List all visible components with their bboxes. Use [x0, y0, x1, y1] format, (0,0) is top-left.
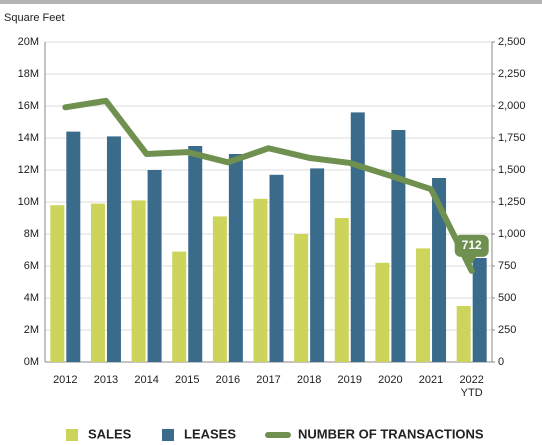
y2-tick-label: 2,000	[498, 100, 526, 112]
bar	[416, 248, 431, 362]
x-tick-label: 2013	[94, 374, 118, 386]
bar	[472, 258, 487, 362]
top-bar	[0, 0, 542, 4]
legend-swatch	[66, 429, 78, 441]
bar	[172, 251, 187, 362]
legend-label: LEASES	[184, 426, 236, 441]
data-label: 712	[462, 238, 482, 252]
y-tick-label: 6M	[24, 260, 39, 272]
y2-tick-label: 250	[498, 324, 516, 336]
bar	[375, 262, 390, 362]
data-label-pointer	[466, 255, 477, 264]
y-tick-label: 4M	[24, 292, 39, 304]
y-tick-label: 16M	[18, 100, 39, 112]
y-axis-label: Square Feet	[4, 12, 65, 24]
bar	[391, 130, 406, 362]
x-tick-label: 2017	[256, 374, 280, 386]
bar	[188, 146, 203, 362]
y-tick-label: 8M	[24, 228, 39, 240]
bar	[334, 218, 349, 362]
y2-tick-label: 500	[498, 292, 516, 304]
legend-label: NUMBER OF TRANSACTIONS	[298, 426, 484, 441]
bar	[269, 174, 284, 362]
y2-tick-label: 0	[498, 356, 504, 368]
bar	[66, 131, 81, 362]
bar	[350, 112, 365, 363]
bar	[456, 306, 471, 362]
y-tick-label: 14M	[18, 132, 39, 144]
y-tick-label: 0M	[24, 356, 39, 368]
legend-label: SALES	[88, 426, 132, 441]
x-tick-label: 2012	[53, 374, 77, 386]
x-tick-label: 2022 YTD	[459, 374, 483, 399]
bar	[90, 203, 105, 362]
y2-tick-label: 2,250	[498, 68, 526, 80]
bar	[131, 200, 146, 362]
bar	[432, 178, 447, 362]
data-label-box	[454, 234, 489, 257]
y-tick-label: 12M	[18, 164, 39, 176]
bar	[310, 168, 325, 362]
y2-tick-label: 750	[498, 260, 516, 272]
x-tick-label: 2019	[338, 374, 362, 386]
bar	[50, 205, 65, 362]
line	[62, 97, 475, 274]
y-tick-label: 20M	[18, 36, 39, 48]
y2-tick-label: 1,250	[498, 196, 526, 208]
bar	[294, 234, 309, 362]
y2-tick-label: 2,500	[498, 36, 526, 48]
y-tick-label: 18M	[18, 68, 39, 80]
bar	[147, 170, 162, 362]
y-tick-label: 2M	[24, 324, 39, 336]
bar	[212, 216, 227, 362]
bar	[106, 136, 121, 362]
legend-swatch	[162, 429, 174, 441]
x-tick-label: 2016	[216, 374, 240, 386]
y2-tick-label: 1,000	[498, 228, 526, 240]
bar	[253, 198, 268, 362]
x-tick-label: 2018	[297, 374, 321, 386]
bar	[228, 154, 243, 362]
x-tick-label: 2015	[175, 374, 199, 386]
x-tick-label: 2014	[134, 374, 158, 386]
x-tick-label: 2021	[419, 374, 443, 386]
y2-tick-label: 1,500	[498, 164, 526, 176]
x-tick-label: 2020	[378, 374, 402, 386]
y2-tick-label: 1,750	[498, 132, 526, 144]
y-tick-label: 10M	[18, 196, 39, 208]
